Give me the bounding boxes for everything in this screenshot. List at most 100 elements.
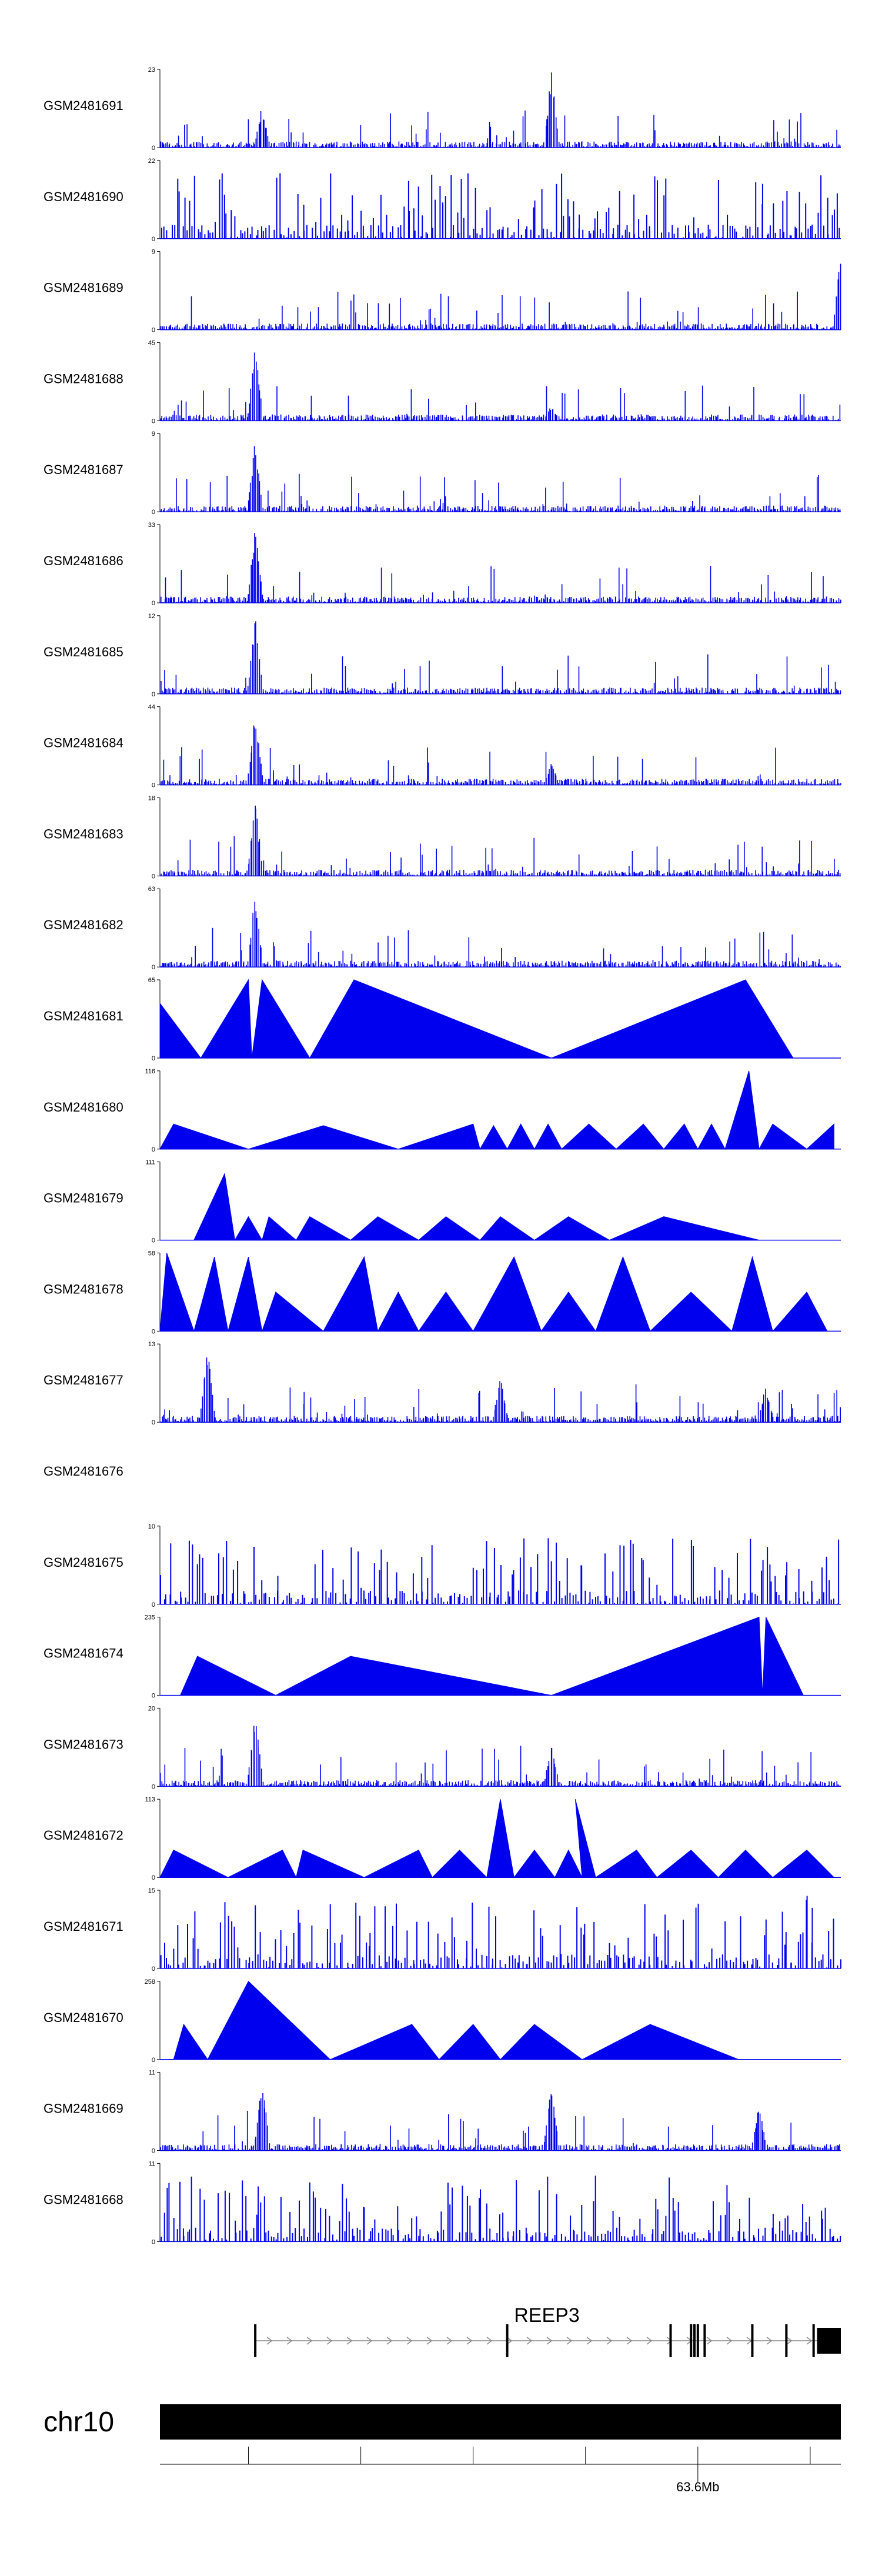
y-min-label: 0	[152, 873, 155, 880]
y-max-label: 111	[145, 1159, 155, 1166]
y-max-label: 58	[148, 1250, 155, 1257]
coverage-bars	[160, 1538, 840, 1604]
strand-arrow	[646, 2337, 653, 2345]
y-min-label: 0	[152, 691, 155, 698]
coverage-bars	[159, 1357, 841, 1423]
track-label: GSM2481685	[44, 645, 123, 659]
track-GSM2481691: GSM2481691 23 0	[44, 66, 841, 152]
y-min-label: 0	[152, 1237, 155, 1244]
track-label: GSM2481672	[44, 1828, 123, 1843]
track-GSM2481689: GSM2481689 9 0	[44, 249, 841, 334]
strand-arrow	[566, 2337, 573, 2345]
y-min-label: 0	[152, 1055, 155, 1062]
track-GSM2481686: GSM2481686 33 0	[44, 522, 841, 607]
chromosome-ideogram: chr10 63.6Mb	[44, 2404, 841, 2494]
track-label: GSM2481682	[44, 917, 123, 932]
coverage-bars	[161, 533, 841, 603]
track-label: GSM2481673	[44, 1737, 123, 1751]
y-min-label: 0	[152, 1966, 155, 1973]
track-GSM2481685: GSM2481685 12 0	[44, 613, 841, 698]
exon	[785, 2324, 788, 2357]
coverage-area	[159, 979, 794, 1059]
strand-arrow	[466, 2337, 473, 2345]
y-max-label: 44	[148, 704, 155, 711]
coverage-area	[173, 1980, 739, 2060]
strand-arrow	[626, 2337, 633, 2345]
y-max-label: 9	[152, 249, 155, 256]
exon	[703, 2324, 706, 2357]
coverage-bars	[160, 1896, 841, 1968]
y-max-label: 235	[145, 1614, 155, 1621]
track-GSM2481688: GSM2481688 45 0	[44, 339, 841, 425]
coverage-bars	[161, 173, 840, 239]
track-label: GSM2481679	[44, 1191, 123, 1206]
track-GSM2481668: GSM2481668 11 0	[44, 2160, 841, 2245]
strand-arrow	[766, 2337, 773, 2345]
coverage-bars	[160, 446, 841, 512]
exon	[669, 2324, 672, 2357]
track-GSM2481671: GSM2481671 15 0	[44, 1887, 841, 1973]
strand-arrow	[406, 2337, 413, 2345]
y-min-label: 0	[152, 1601, 155, 1609]
track-GSM2481678: GSM2481678 58 0	[44, 1250, 841, 1335]
y-min-label: 0	[152, 1874, 155, 1881]
strand-arrow	[786, 2337, 793, 2345]
y-max-label: 15	[148, 1887, 155, 1894]
y-min-label: 0	[152, 2238, 155, 2245]
y-max-label: 18	[148, 795, 155, 802]
coverage-area	[159, 1253, 828, 1333]
y-max-label: 11	[149, 2160, 155, 2167]
track-GSM2481676: GSM2481676	[44, 1464, 123, 1479]
y-min-label: 0	[152, 236, 155, 243]
strand-arrow	[426, 2337, 433, 2345]
strand-arrow	[486, 2337, 493, 2345]
track-GSM2481677: GSM2481677 13 0	[44, 1341, 841, 1426]
track-label: GSM2481683	[44, 826, 123, 841]
strand-arrow	[806, 2337, 813, 2345]
track-label: GSM2481674	[44, 1646, 123, 1661]
exon	[690, 2324, 693, 2357]
strand-arrow	[266, 2337, 273, 2345]
y-max-label: 63	[148, 886, 155, 893]
strand-arrow	[506, 2337, 513, 2345]
track-label: GSM2481687	[44, 462, 123, 477]
strand-arrow	[726, 2337, 733, 2345]
y-min-label: 0	[152, 1419, 155, 1426]
y-max-label: 113	[145, 1796, 155, 1803]
track-label: GSM2481678	[44, 1282, 123, 1296]
y-max-label: 23	[148, 66, 155, 74]
coverage-area	[193, 1172, 760, 1242]
y-max-label: 45	[148, 339, 155, 346]
y-max-label: 33	[148, 522, 155, 529]
track-label: GSM2481680	[44, 1100, 123, 1115]
exon	[812, 2324, 815, 2357]
strand-arrow	[606, 2337, 613, 2345]
coverage-bars	[160, 352, 841, 421]
exon	[506, 2324, 509, 2357]
track-label: GSM2481668	[44, 2192, 123, 2207]
track-GSM2481683: GSM2481683 18 0	[44, 795, 841, 880]
coverage-bars	[161, 621, 841, 694]
y-min-label: 0	[152, 600, 155, 607]
track-label: GSM2481691	[44, 98, 123, 113]
coverage-bars	[160, 72, 841, 148]
track-GSM2481680: GSM2481680 116 0	[44, 1068, 841, 1153]
track-GSM2481687: GSM2481687 9 0	[44, 431, 841, 516]
coverage-bars	[161, 725, 841, 785]
strand-arrow	[286, 2337, 293, 2345]
track-label: GSM2481681	[44, 1009, 123, 1023]
y-min-label: 0	[152, 1783, 155, 1790]
track-GSM2481675: GSM2481675 10 0	[44, 1523, 841, 1609]
y-min-label: 0	[152, 145, 155, 152]
track-GSM2481681: GSM2481681 65 0	[44, 977, 841, 1062]
y-max-label: 10	[148, 1523, 155, 1530]
track-GSM2481679: GSM2481679 111 0	[44, 1159, 841, 1244]
strand-arrow	[306, 2337, 313, 2345]
coverage-bars	[160, 2093, 840, 2151]
strand-arrow	[346, 2337, 353, 2345]
coverage-area	[159, 1799, 835, 1878]
y-max-label: 20	[148, 1705, 155, 1712]
coordinate-label: 63.6Mb	[676, 2480, 719, 2494]
coverage-bars	[161, 2175, 841, 2242]
